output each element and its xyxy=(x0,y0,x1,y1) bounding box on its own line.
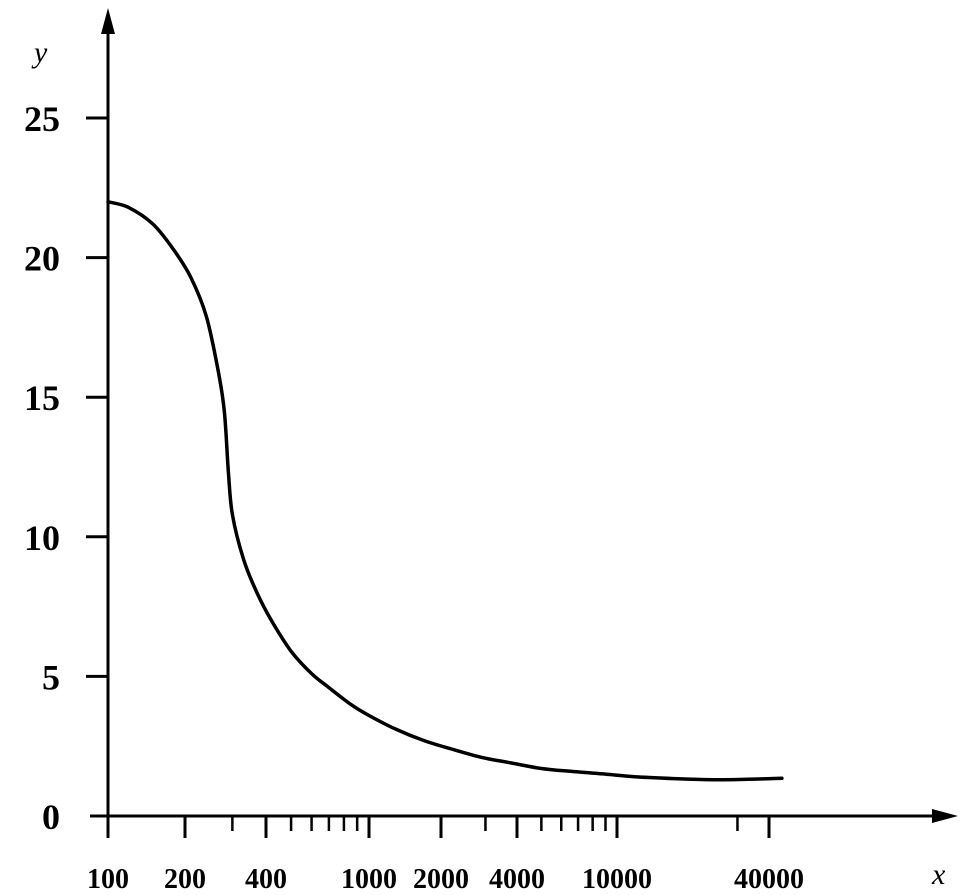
y-tick-label: 5 xyxy=(42,657,60,697)
axes xyxy=(90,8,958,823)
series xyxy=(106,200,784,782)
x-tick-label: 400 xyxy=(245,864,287,895)
x-tick-label: 100 xyxy=(87,864,129,895)
y-tick-label: 0 xyxy=(42,797,60,837)
y-tick-label: 25 xyxy=(24,99,60,139)
y-ticks: 0 5 10 15 20 25 xyxy=(24,99,108,837)
y-axis-arrow xyxy=(101,8,115,34)
x-tick-label: 10000 xyxy=(582,864,652,895)
x-axis-label: x xyxy=(931,858,946,891)
y-tick-label: 15 xyxy=(24,378,60,418)
y-tick-label: 20 xyxy=(24,239,60,279)
x-tick-label: 4000 xyxy=(489,864,545,895)
x-tick-label: 1000 xyxy=(341,864,397,895)
x-tick-label: 2000 xyxy=(413,864,469,895)
y-axis-label: y xyxy=(31,36,48,69)
x-tick-label: 40000 xyxy=(734,864,804,895)
x-ticks: 100 200 400 1000 2000 4000 10000 40000 xyxy=(87,816,804,895)
x-axis-arrow xyxy=(932,809,958,823)
series-line xyxy=(106,200,784,782)
y-tick-label: 10 xyxy=(24,518,60,558)
x-tick-label: 200 xyxy=(164,864,206,895)
